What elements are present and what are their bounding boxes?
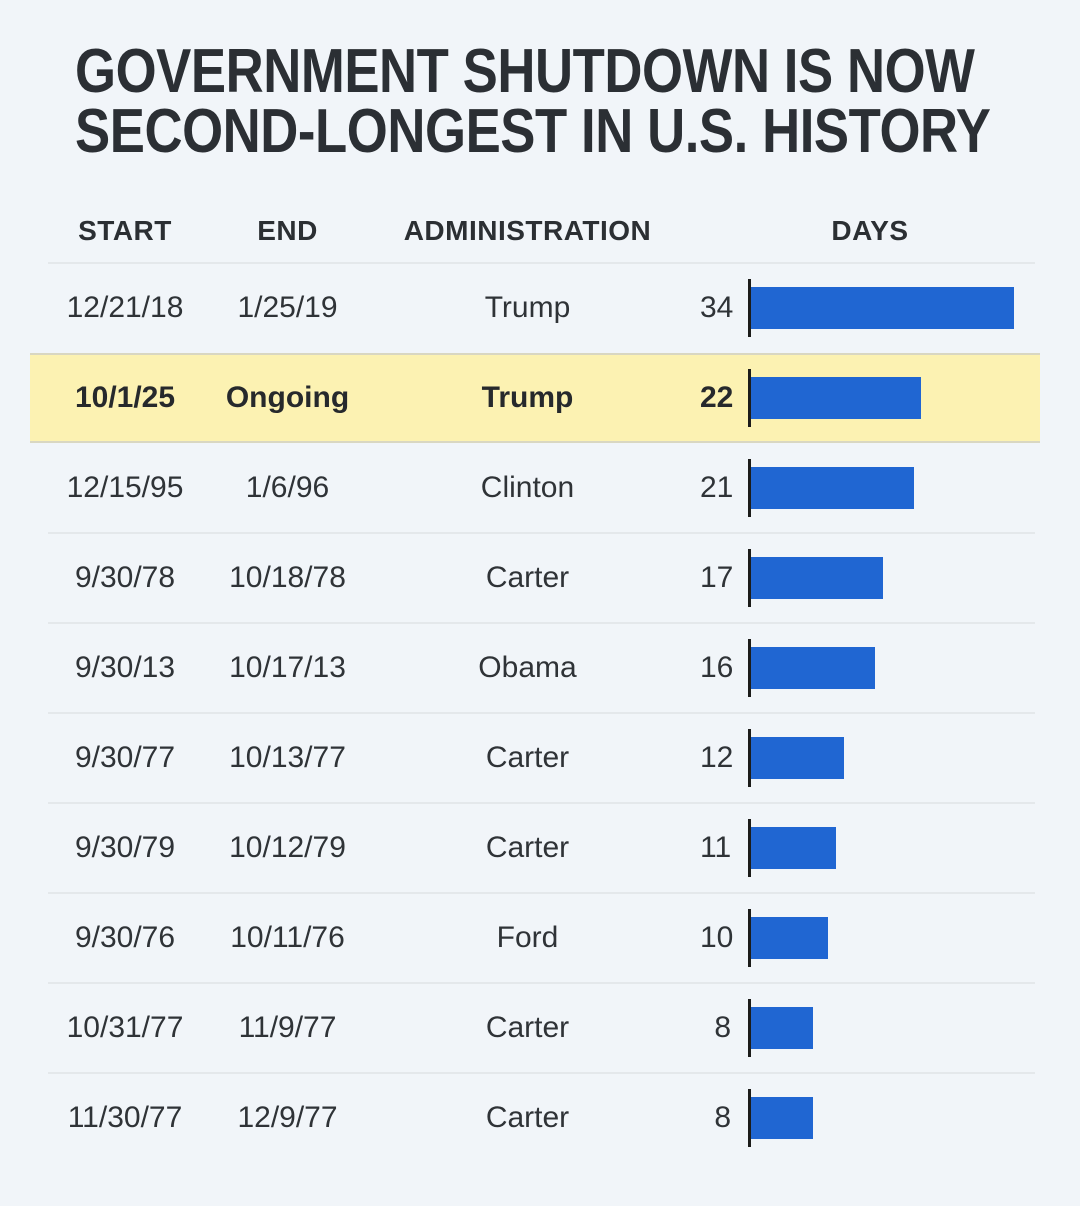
cell-start: 10/1/25	[74, 381, 176, 415]
axis-tick	[748, 549, 751, 608]
cell-start: 12/15/95	[66, 471, 184, 505]
cell-days: 16	[700, 651, 734, 685]
cell-days: 12	[700, 741, 734, 775]
cell-days: 17	[700, 561, 734, 595]
cell-days: 8	[714, 1101, 731, 1135]
days-bar	[751, 737, 844, 780]
cell-bar	[745, 623, 1040, 713]
cell-bar	[745, 803, 1040, 893]
table-row: 10/31/77 11/9/77 Carter 8	[30, 982, 1040, 1073]
cell-start: 9/30/78	[74, 561, 176, 595]
cell-end: 10/12/79	[229, 831, 346, 865]
axis-tick	[748, 1089, 751, 1148]
cell-bar	[745, 983, 1040, 1073]
cell-bar	[745, 533, 1040, 623]
infographic-page: GOVERNMENT SHUTDOWN IS NOW SECOND-LONGES…	[0, 37, 1080, 1206]
days-bar	[751, 287, 1014, 330]
cell-end: 1/6/96	[245, 471, 330, 505]
cell-start: 9/30/79	[74, 831, 176, 865]
cell-administration: Obama	[478, 651, 577, 685]
axis-tick	[748, 459, 751, 518]
table-row: 9/30/79 10/12/79 Carter 11	[30, 802, 1040, 893]
table-row: 9/30/76 10/11/76 Ford 10	[30, 892, 1040, 983]
title-line-1: GOVERNMENT SHUTDOWN IS NOW	[75, 37, 975, 106]
table-row: 10/1/25 Ongoing Trump 22	[30, 353, 1040, 444]
cell-administration: Trump	[481, 381, 574, 415]
cell-start: 11/30/77	[67, 1101, 183, 1135]
cell-administration: Carter	[485, 741, 570, 775]
cell-bar	[745, 713, 1040, 803]
cell-bar	[745, 443, 1040, 533]
cell-end: 11/9/77	[238, 1011, 337, 1045]
column-header-start: START	[78, 215, 172, 247]
cell-start: 9/30/13	[74, 651, 176, 685]
cell-days: 8	[714, 1011, 731, 1045]
days-bar	[751, 647, 875, 690]
table-row: 9/30/77 10/13/77 Carter 12	[30, 712, 1040, 803]
axis-tick	[748, 999, 751, 1058]
page-title: GOVERNMENT SHUTDOWN IS NOW SECOND-LONGES…	[75, 37, 991, 166]
cell-end: 10/17/13	[229, 651, 346, 685]
cell-administration: Clinton	[480, 471, 575, 505]
column-header-end: END	[257, 215, 318, 247]
days-bar	[751, 1007, 813, 1050]
table-body: 12/21/18 1/25/19 Trump 34 10/1/25 Ongoin…	[30, 262, 1040, 1163]
cell-administration: Ford	[496, 921, 559, 955]
cell-start: 10/31/77	[66, 1011, 184, 1045]
cell-end: 10/13/77	[229, 741, 346, 775]
cell-end: 10/18/78	[229, 561, 346, 595]
cell-bar	[745, 263, 1040, 353]
table-row: 12/21/18 1/25/19 Trump 34	[30, 262, 1040, 353]
axis-tick	[748, 369, 751, 428]
table-row: 9/30/13 10/17/13 Obama 16	[30, 622, 1040, 713]
cell-administration: Trump	[484, 291, 571, 325]
days-bar	[751, 1097, 813, 1140]
cell-days: 34	[700, 291, 734, 325]
shutdown-table: START END ADMINISTRATION DAYS 12/21/18 1…	[0, 199, 1080, 1163]
cell-bar	[745, 1073, 1040, 1163]
table-row: 12/15/95 1/6/96 Clinton 21	[30, 443, 1040, 533]
cell-end: 12/9/77	[237, 1101, 338, 1135]
days-bar	[751, 377, 921, 420]
days-bar	[751, 917, 828, 960]
cell-end: Ongoing	[225, 381, 350, 415]
cell-days: 11	[700, 831, 732, 865]
cell-start: 9/30/76	[74, 921, 176, 955]
days-bar	[751, 557, 883, 600]
cell-days: 22	[700, 381, 734, 415]
cell-start: 12/21/18	[66, 291, 184, 325]
axis-tick	[748, 729, 751, 788]
title-line-2: SECOND-LONGEST IN U.S. HISTORY	[75, 96, 991, 166]
table-row: 11/30/77 12/9/77 Carter 8	[30, 1072, 1040, 1163]
column-header-days: DAYS	[831, 215, 909, 247]
axis-tick	[748, 819, 751, 878]
cell-administration: Carter	[485, 1101, 570, 1135]
cell-days: 21	[700, 471, 734, 505]
cell-administration: Carter	[485, 561, 570, 595]
table-header: START END ADMINISTRATION DAYS	[30, 199, 1040, 263]
cell-administration: Carter	[485, 831, 570, 865]
table-row: 9/30/78 10/18/78 Carter 17	[30, 532, 1040, 623]
days-bar	[751, 827, 836, 870]
axis-tick	[748, 279, 751, 338]
cell-start: 9/30/77	[74, 741, 176, 775]
cell-administration: Carter	[485, 1011, 570, 1045]
cell-bar	[745, 893, 1040, 983]
cell-end: 1/25/19	[237, 291, 338, 325]
axis-tick	[748, 639, 751, 698]
axis-tick	[748, 909, 751, 968]
cell-bar	[745, 355, 1040, 441]
cell-end: 10/11/76	[230, 921, 345, 955]
column-header-administration: ADMINISTRATION	[403, 215, 652, 247]
days-bar	[751, 467, 914, 510]
cell-days: 10	[700, 921, 734, 955]
